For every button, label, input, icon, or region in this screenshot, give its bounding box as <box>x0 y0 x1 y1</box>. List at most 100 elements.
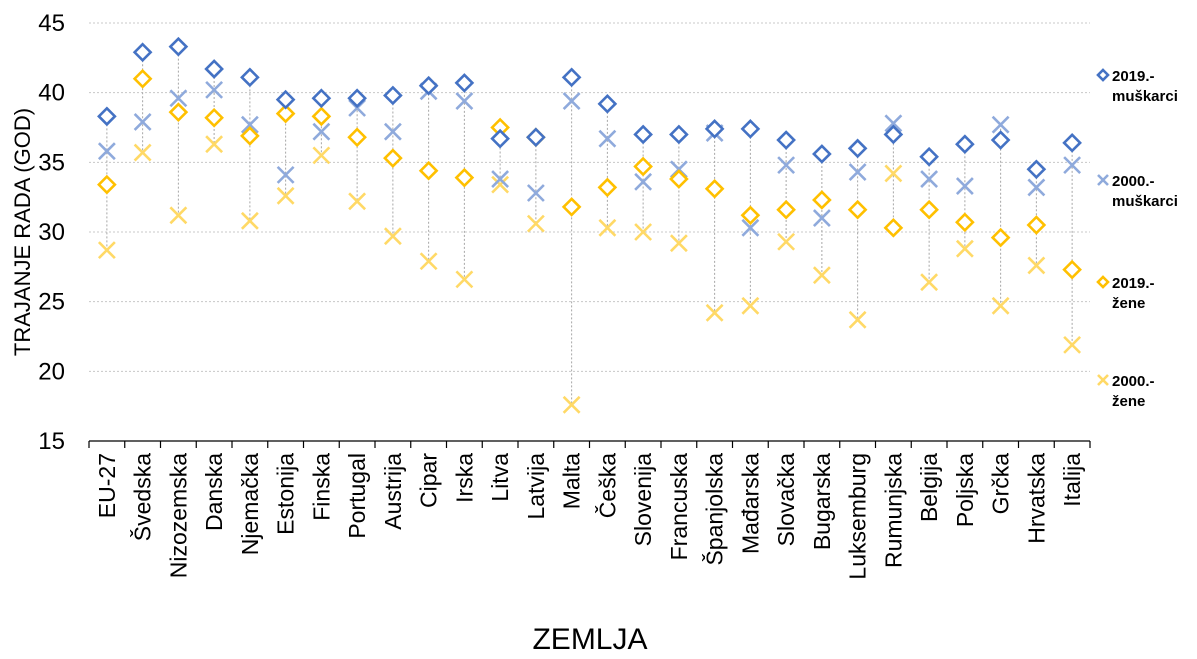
x-tick-label: Estonija <box>273 453 299 535</box>
data-point-x <box>562 395 581 414</box>
x-tick-label: Hrvatska <box>1023 453 1049 544</box>
data-point-x <box>634 172 653 191</box>
data-point-diamond <box>1062 259 1082 280</box>
data-point-x <box>133 143 152 162</box>
data-point-diamond <box>168 36 189 57</box>
legend-label: 2019.- <box>1112 68 1155 85</box>
data-point-diamond <box>454 167 475 188</box>
data-point-x <box>491 175 510 194</box>
data-point-x <box>240 211 259 230</box>
x-tick-label: Njemačka <box>237 453 263 555</box>
data-point-x <box>1063 156 1082 175</box>
legend-marker-diamond <box>1096 68 1110 82</box>
data-point-x <box>1063 335 1082 354</box>
data-point-diamond <box>168 102 189 123</box>
data-point-x <box>812 209 831 227</box>
x-axis-title: ZEMLJA <box>532 623 647 656</box>
data-point-diamond <box>990 130 1011 150</box>
data-point-x <box>955 177 974 195</box>
data-point-diamond <box>132 68 153 89</box>
data-point-diamond <box>847 199 868 220</box>
data-point-diamond <box>561 197 582 217</box>
data-point-diamond <box>633 124 653 145</box>
data-point-diamond <box>204 59 224 79</box>
data-point-x <box>276 186 295 205</box>
x-tick-label: Cipar <box>416 453 442 508</box>
data-point-x <box>383 122 402 141</box>
data-point-diamond <box>812 144 832 164</box>
data-point-diamond <box>704 178 725 199</box>
data-point-diamond <box>1026 215 1047 235</box>
data-point-x <box>955 239 974 258</box>
data-point-x <box>884 114 903 133</box>
data-point-diamond <box>919 146 939 167</box>
data-point-diamond <box>669 169 689 189</box>
data-point-x <box>705 303 724 322</box>
data-point-diamond <box>955 212 975 233</box>
data-point-diamond <box>597 93 618 114</box>
x-tick-label: Slovenija <box>630 453 656 547</box>
data-point-x <box>848 310 867 329</box>
data-point-diamond <box>704 119 725 139</box>
data-point-diamond <box>776 199 796 220</box>
data-point-diamond <box>418 160 439 181</box>
data-point-diamond <box>990 227 1011 248</box>
data-point-x <box>312 146 331 165</box>
data-point-x <box>133 113 152 131</box>
data-point-x <box>97 241 116 260</box>
data-point-x <box>383 227 402 246</box>
x-tick-label: Luksemburg <box>845 453 871 580</box>
data-point-x <box>598 218 617 237</box>
data-point-diamond <box>812 190 832 210</box>
data-point-diamond <box>240 126 260 146</box>
legend-label: žene <box>1112 393 1145 410</box>
data-point-diamond <box>97 106 117 127</box>
data-point-x <box>1027 178 1046 197</box>
y-tick-label: 45 <box>38 10 65 37</box>
x-tick-label: Francuska <box>666 453 692 561</box>
data-point-x <box>240 115 259 134</box>
data-point-x <box>884 164 903 183</box>
data-point-x <box>312 122 331 141</box>
x-tick-label: Slovačka <box>773 453 799 547</box>
data-point-diamond <box>275 103 296 124</box>
y-tick-label: 40 <box>38 80 65 107</box>
data-point-x <box>455 92 474 110</box>
data-point-diamond <box>347 88 367 109</box>
x-tick-label: Švedska <box>129 453 156 541</box>
legend-marker-x <box>1097 174 1109 186</box>
data-point-x <box>1027 256 1046 275</box>
legend-item: 2019.- žene <box>1096 275 1155 312</box>
data-point-diamond <box>1062 132 1082 153</box>
data-point-x <box>419 252 438 271</box>
x-tick-label: Latvija <box>523 453 549 520</box>
data-point-diamond <box>97 174 117 195</box>
data-point-x <box>526 214 545 233</box>
x-tick-label: Češka <box>593 453 620 518</box>
data-point-diamond <box>275 89 296 110</box>
legend-item: 2000.- muškarci <box>1097 173 1178 210</box>
data-point-x <box>169 89 188 108</box>
data-point-x <box>777 232 796 251</box>
legend-label: 2000.- <box>1112 173 1155 190</box>
x-tick-label: Bugarska <box>809 453 835 550</box>
x-tick-label: Belgija <box>916 453 942 522</box>
y-tick-label: 20 <box>38 358 65 385</box>
data-point-x <box>741 296 760 315</box>
data-point-diamond <box>383 85 403 106</box>
data-point-diamond <box>847 138 868 159</box>
data-point-x <box>920 273 939 292</box>
x-tick-label: Grčka <box>988 453 1014 515</box>
x-tick-label: Španjolska <box>701 453 728 566</box>
data-point-diamond <box>740 119 761 139</box>
data-point-diamond <box>597 177 618 198</box>
data-point-diamond <box>1026 159 1047 180</box>
data-point-x <box>634 223 653 241</box>
legend-item: 2000.- žene <box>1097 373 1155 410</box>
y-tick-label: 35 <box>38 149 65 176</box>
x-tick-label: Italija <box>1059 453 1085 507</box>
data-point-diamond <box>740 205 761 226</box>
data-point-diamond <box>132 42 153 63</box>
legend-item: 2019.- muškarci <box>1096 68 1178 105</box>
